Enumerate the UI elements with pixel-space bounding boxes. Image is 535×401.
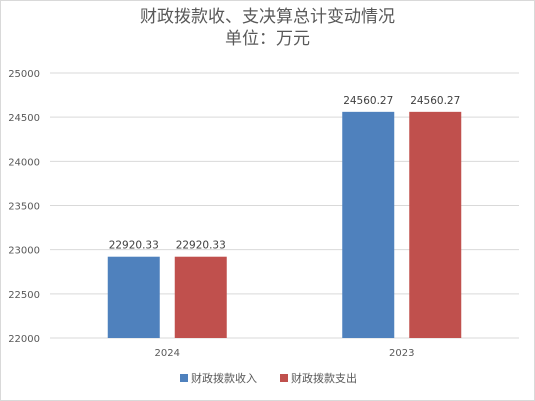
y-axis-ticks: 22000 22500 23000 23500 24000 24500 25000 — [8, 69, 40, 345]
bar-财政拨款收入-2024 — [107, 256, 160, 338]
data-label: 22920.33 — [109, 240, 159, 252]
data-labels: 22920.33 22920.33 24560.27 24560.27 — [109, 95, 461, 252]
chart-subtitle: 单位：万元 — [225, 29, 310, 49]
chart-title-block: 财政拨款收、支决算总计变动情况 单位：万元 — [0, 6, 535, 50]
y-tick-label: 24500 — [8, 113, 40, 124]
legend-label: 财政拨款收入 — [191, 371, 257, 385]
bars — [107, 111, 462, 338]
legend-swatch — [180, 374, 188, 382]
y-tick-label: 24000 — [8, 157, 40, 168]
legend-swatch — [280, 374, 288, 382]
data-label: 24560.27 — [343, 95, 393, 107]
y-tick-label: 23500 — [8, 202, 40, 213]
bar-财政拨款支出-2023 — [409, 111, 462, 338]
chart-title: 财政拨款收、支决算总计变动情况 — [140, 7, 395, 27]
data-label: 24560.27 — [410, 95, 460, 107]
y-tick-label: 25000 — [8, 69, 40, 80]
y-tick-label: 22000 — [8, 334, 40, 345]
bar-财政拨款收入-2023 — [342, 111, 395, 338]
legend: 财政拨款收入 财政拨款支出 — [180, 371, 357, 385]
data-label: 22920.33 — [176, 240, 226, 252]
y-tick-label: 23000 — [8, 246, 40, 257]
legend-label: 财政拨款支出 — [291, 371, 357, 385]
x-axis-categories: 2024 2023 — [155, 348, 415, 359]
x-category-label: 2023 — [389, 348, 414, 359]
bar-财政拨款支出-2024 — [174, 256, 227, 338]
x-category-label: 2024 — [155, 348, 180, 359]
y-tick-label: 22500 — [8, 290, 40, 301]
